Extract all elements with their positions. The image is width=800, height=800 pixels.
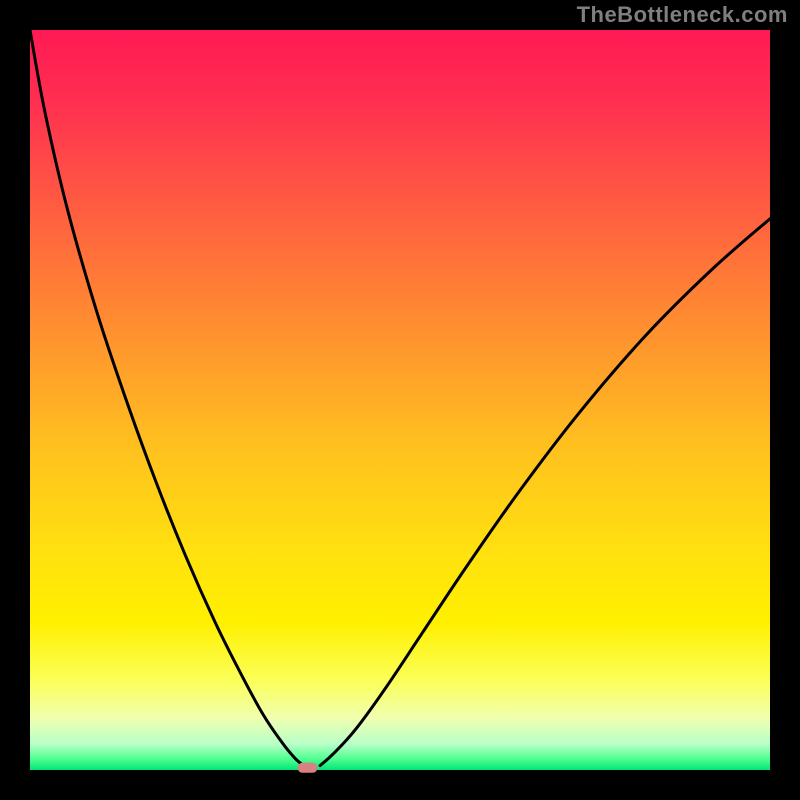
chart-frame: TheBottleneck.com: [0, 0, 800, 800]
watermark-text: TheBottleneck.com: [577, 2, 788, 28]
plot-background-gradient: [30, 30, 770, 770]
optimal-point-marker: [298, 763, 318, 773]
bottleneck-chart: [0, 0, 800, 800]
